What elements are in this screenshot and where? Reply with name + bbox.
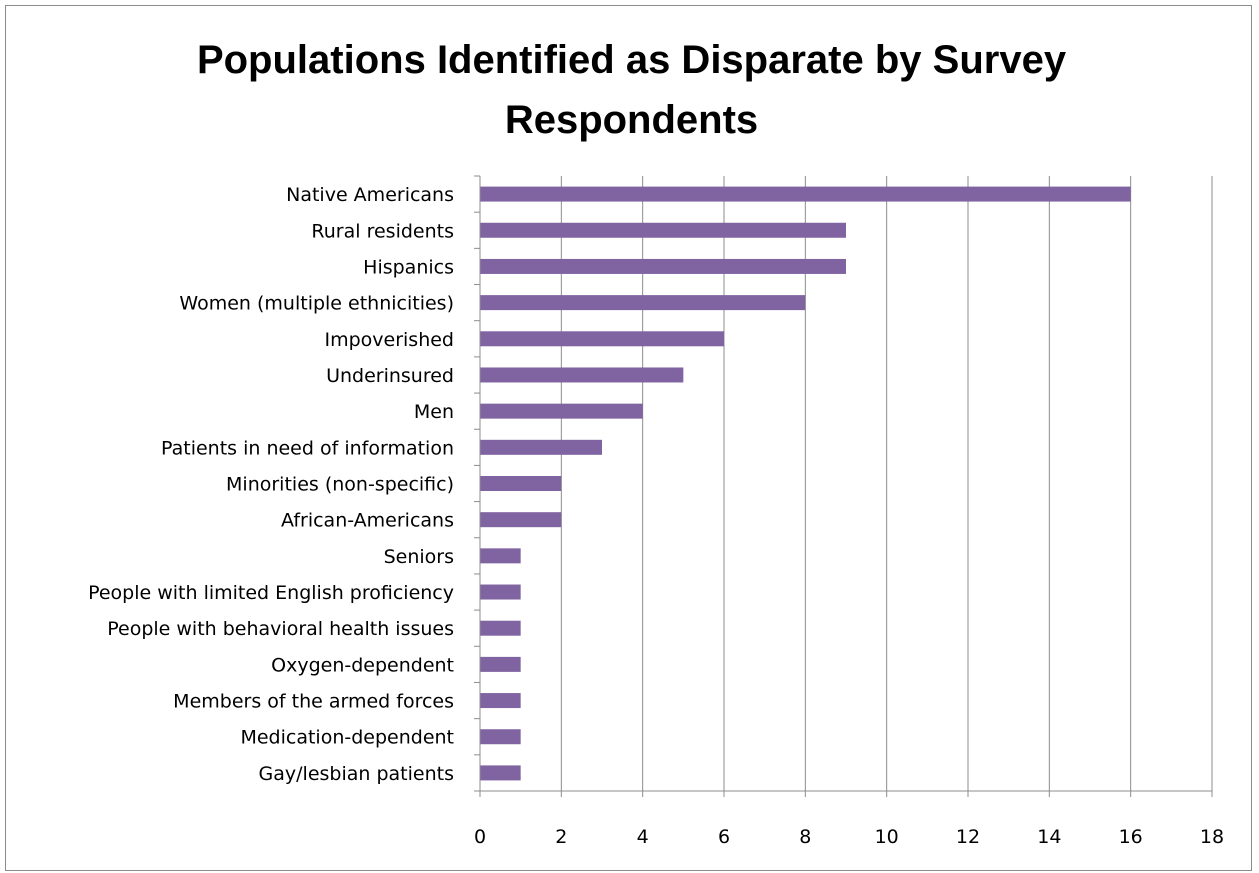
x-tick-label: 4 bbox=[637, 826, 649, 848]
category-label: Women (multiple ethnicities) bbox=[179, 293, 454, 315]
category-label: Minorities (non-specific) bbox=[226, 474, 454, 496]
bar bbox=[480, 584, 521, 600]
category-label: Rural residents bbox=[311, 220, 454, 242]
bar bbox=[480, 295, 806, 311]
bars bbox=[480, 186, 1131, 781]
bar bbox=[480, 476, 562, 491]
bar bbox=[480, 439, 602, 455]
category-label: Patients in need of information bbox=[161, 437, 454, 459]
bar bbox=[480, 403, 643, 419]
gridlines bbox=[560, 176, 1213, 791]
category-label: Gay/lesbian patients bbox=[259, 763, 454, 785]
x-tick-label: 10 bbox=[875, 826, 899, 848]
category-label: Impoverished bbox=[324, 329, 454, 351]
x-tick-label: 12 bbox=[956, 826, 980, 848]
bar bbox=[480, 620, 521, 636]
x-tick-label: 6 bbox=[718, 826, 730, 848]
x-tick-label: 2 bbox=[555, 826, 567, 848]
category-label: Members of the armed forces bbox=[173, 691, 454, 713]
category-label: Oxygen-dependent bbox=[271, 654, 454, 676]
category-label: Underinsured bbox=[326, 365, 454, 387]
chart-title-text: Populations Identified as Disparate by S… bbox=[196, 38, 1067, 142]
bar bbox=[480, 512, 562, 528]
bar bbox=[480, 548, 521, 564]
category-label: Seniors bbox=[384, 546, 454, 568]
category-label: People with limited English proficiency bbox=[88, 582, 454, 604]
bar bbox=[480, 258, 846, 274]
bar bbox=[480, 186, 1131, 202]
category-label: Native Americans bbox=[286, 184, 454, 206]
category-label: Medication-dependent bbox=[240, 727, 454, 749]
category-label: African-Americans bbox=[281, 510, 454, 532]
x-tick-label: 0 bbox=[474, 826, 486, 848]
bar bbox=[480, 693, 521, 709]
category-label: Men bbox=[414, 401, 454, 423]
x-tick-label: 14 bbox=[1037, 826, 1061, 848]
category-label: People with behavioral health issues bbox=[107, 618, 454, 640]
x-tick-label: 18 bbox=[1200, 826, 1224, 848]
bar bbox=[480, 729, 521, 745]
x-tick-label: 8 bbox=[799, 826, 811, 848]
bar bbox=[480, 367, 684, 383]
labels: 0 2 4 6 8 10 12 14 16 18 Native Americans Rural res… bbox=[88, 184, 1224, 848]
chart-frame bbox=[5, 5, 1252, 871]
axes bbox=[474, 175, 1213, 797]
category-label: Hispanics bbox=[363, 256, 454, 278]
x-tick-label: 16 bbox=[1119, 826, 1143, 848]
chart-title: Populations Identified as Disparate by S… bbox=[0, 30, 1259, 150]
bar bbox=[480, 656, 521, 672]
bar bbox=[480, 765, 521, 781]
bar bbox=[480, 222, 846, 238]
bar bbox=[480, 331, 724, 347]
